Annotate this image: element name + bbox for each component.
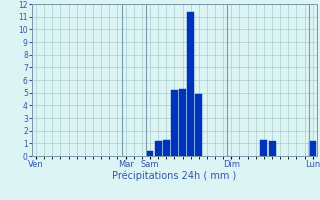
Bar: [171, 90, 178, 156]
Bar: [147, 151, 154, 156]
Bar: [179, 89, 186, 156]
Bar: [163, 140, 170, 156]
Bar: [155, 141, 162, 156]
Bar: [260, 140, 268, 156]
Bar: [187, 12, 194, 156]
X-axis label: Précipitations 24h ( mm ): Précipitations 24h ( mm ): [112, 171, 236, 181]
Bar: [309, 141, 316, 156]
Bar: [195, 94, 202, 156]
Bar: [268, 141, 276, 156]
